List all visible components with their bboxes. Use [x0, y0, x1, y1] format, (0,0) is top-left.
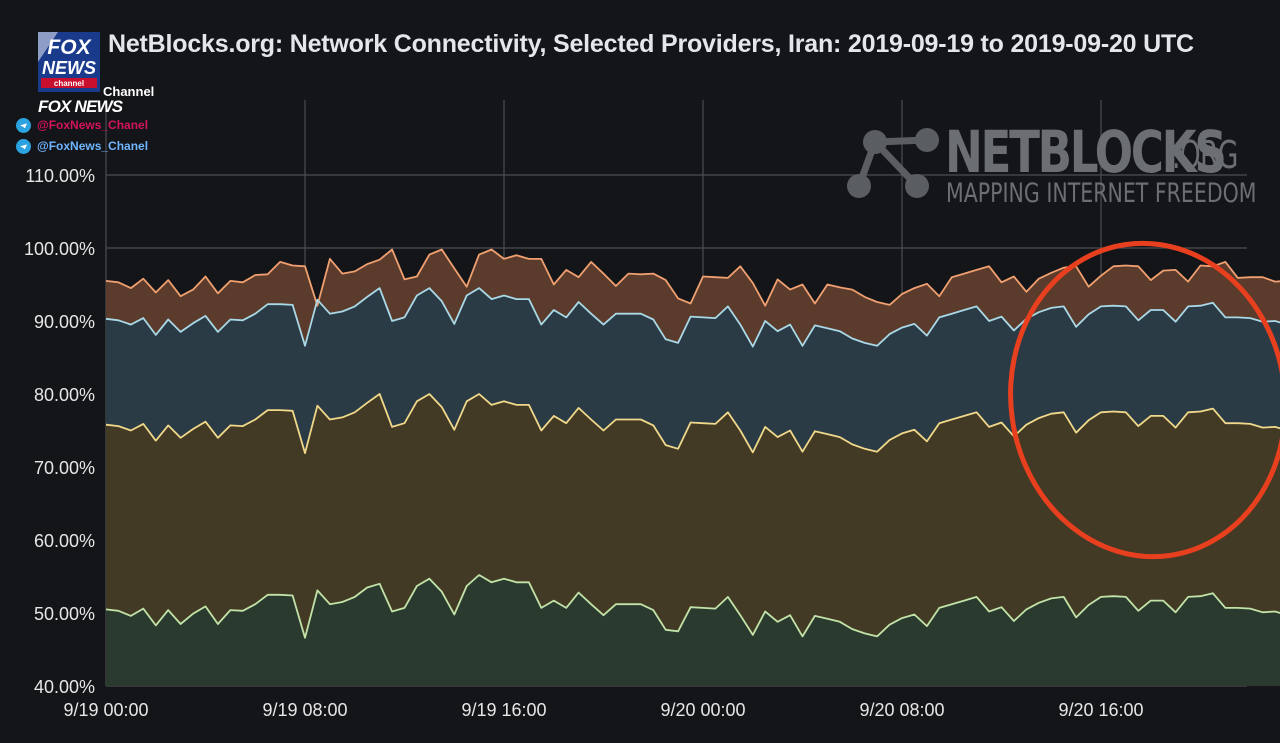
y-axis-ticks: 40.00% 50.00% 60.00% 70.00% 80.00% 90.00% 100.…	[24, 166, 95, 697]
svg-text:FOX: FOX	[47, 36, 92, 59]
x-tick-label: 9/20 08:00	[859, 700, 944, 720]
twitter-handle[interactable]: @FoxNews_Chanel	[16, 139, 148, 155]
x-tick-label: 9/19 00:00	[63, 700, 148, 720]
netblocks-org-suffix: .ORG	[1172, 133, 1238, 177]
x-axis-ticks: 9/19 00:00 9/19 08:00 9/19 16:00 9/20 00:00…	[63, 700, 1143, 720]
fox-news-brand: FOX NEWS	[38, 97, 123, 116]
y-tick-label: 40.00%	[34, 677, 95, 697]
chart-title: NetBlocks.org: Network Connectivity, Sel…	[108, 30, 1194, 58]
y-tick-label: 80.00%	[34, 385, 95, 405]
y-tick-label: 50.00%	[34, 604, 95, 624]
y-tick-label: 90.00%	[34, 312, 95, 332]
series-3-line	[105, 393, 1280, 455]
twitter-icon	[16, 139, 31, 155]
y-tick-label: 100.00%	[24, 239, 95, 259]
svg-text:channel: channel	[54, 79, 84, 88]
y-tick-label: 110.00%	[25, 166, 95, 186]
series-2-area	[106, 288, 1280, 454]
annotations	[1008, 240, 1280, 560]
netblocks-wordmark: NETBLOCKS	[945, 118, 1227, 186]
telegram-handle[interactable]: @FoxNews_Chanel	[16, 118, 148, 134]
twitter-handle-text: @FoxNews_Chanel	[37, 139, 149, 153]
x-tick-label: 9/19 16:00	[461, 700, 546, 720]
series-lines	[105, 248, 1280, 639]
series-4-line	[105, 574, 1280, 639]
series-3-area	[106, 394, 1280, 638]
series-4-area	[106, 575, 1280, 686]
series-2-line	[105, 287, 1280, 348]
netblocks-network-icon	[847, 128, 939, 198]
highlight-circle	[1008, 240, 1280, 560]
x-tick-label: 9/20 00:00	[660, 700, 745, 720]
telegram-handle-text: @FoxNews_Chanel	[37, 118, 149, 132]
svg-text:NEWS: NEWS	[42, 58, 96, 78]
x-tick-label: 9/20 16:00	[1058, 700, 1143, 720]
series-1-line	[105, 248, 1280, 307]
netblocks-tagline: MAPPING INTERNET FREEDOM	[946, 178, 1257, 209]
telegram-icon	[16, 118, 31, 134]
y-tick-label: 60.00%	[34, 531, 95, 551]
y-tick-label: 70.00%	[34, 458, 95, 478]
area-fills	[106, 249, 1280, 686]
series-1-area	[106, 249, 1280, 347]
x-tick-label: 9/19 08:00	[262, 700, 347, 720]
fox-news-logo: FOX NEWS channel	[38, 32, 100, 92]
channel-label: Channel	[103, 84, 155, 99]
